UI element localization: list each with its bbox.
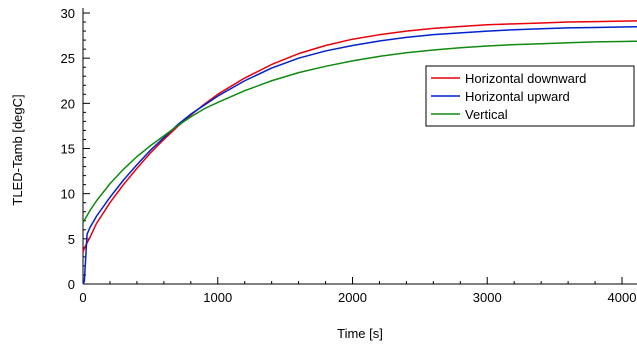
series-line-horizontal-downward [82, 20, 637, 253]
legend-label: Vertical [465, 107, 508, 122]
y-tick-label: 20 [61, 96, 75, 111]
y-tick-label: 25 [61, 51, 75, 66]
x-tick-label: 0 [79, 290, 86, 305]
x-tick-label: 2000 [338, 290, 367, 305]
x-tick-label: 4000 [608, 290, 637, 305]
legend-label: Horizontal downward [465, 71, 586, 86]
series-layer [82, 20, 637, 285]
series-line-vertical [82, 40, 637, 223]
x-tick-label: 1000 [203, 290, 232, 305]
y-tick-label: 5 [68, 232, 75, 247]
y-tick-label: 10 [61, 187, 75, 202]
axes: 0 5 10 15 20 25 30 0 1000 2000 3000 4000 [61, 6, 637, 305]
legend-label: Horizontal upward [465, 89, 570, 104]
y-axis-title: TLED-Tamb [degC] [10, 94, 25, 205]
x-tick-label: 3000 [473, 290, 502, 305]
series-line-horizontal-upward [82, 25, 637, 285]
y-tick-label: 15 [61, 142, 75, 157]
legend: Horizontal downward Horizontal upward Vert… [425, 65, 635, 127]
x-axis-title: Time [s] [337, 326, 383, 341]
legend-box [425, 65, 635, 127]
y-tick-label: 30 [61, 6, 75, 21]
y-tick-label: 0 [68, 277, 75, 292]
